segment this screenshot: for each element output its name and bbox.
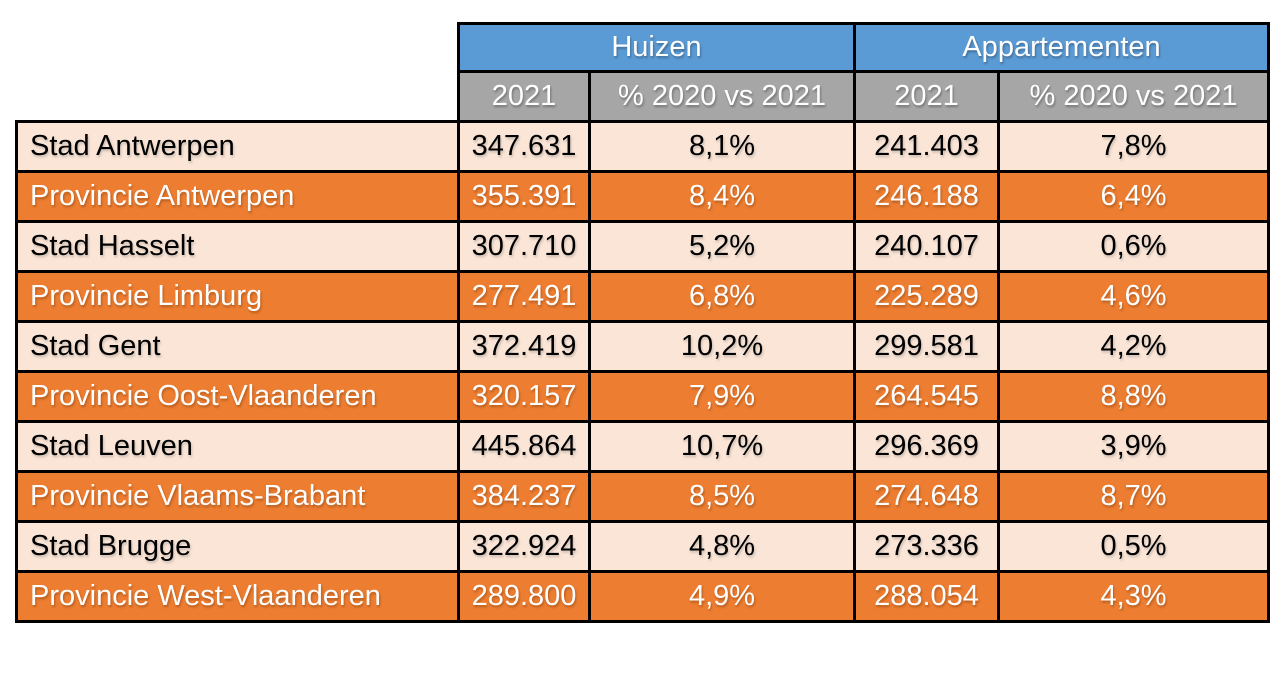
region-label: Provincie Vlaams-Brabant [15, 470, 460, 523]
huizen-2021-value: 347.631 [457, 120, 591, 173]
appartementen-2021-value: 274.648 [853, 470, 1000, 523]
appartementen-pct-value: 8,7% [997, 470, 1270, 523]
group-header-appartementen: Appartementen [853, 22, 1270, 73]
region-label: Stad Gent [15, 320, 460, 373]
huizen-2021-value: 322.924 [457, 520, 591, 573]
region-label: Stad Brugge [15, 520, 460, 573]
huizen-2021-value: 289.800 [457, 570, 591, 623]
appartementen-pct-value: 7,8% [997, 120, 1270, 173]
appartementen-pct-value: 6,4% [997, 170, 1270, 223]
appartementen-pct-value: 8,8% [997, 370, 1270, 423]
appartementen-pct-value: 3,9% [997, 420, 1270, 473]
appartementen-2021-value: 299.581 [853, 320, 1000, 373]
huizen-pct-value: 5,2% [588, 220, 856, 273]
region-label: Provincie West-Vlaanderen [15, 570, 460, 623]
appartementen-pct-value: 4,6% [997, 270, 1270, 323]
region-label: Stad Hasselt [15, 220, 460, 273]
appartementen-2021-value: 240.107 [853, 220, 1000, 273]
huizen-2021-value: 355.391 [457, 170, 591, 223]
appartementen-2021-value: 273.336 [853, 520, 1000, 573]
subheader-appartementen-year: 2021 [853, 70, 1000, 123]
appartementen-pct-value: 0,6% [997, 220, 1270, 273]
table-row: Provincie Antwerpen 355.391 8,4% 246.188… [15, 170, 1270, 223]
table-row: Stad Hasselt 307.710 5,2% 240.107 0,6% [15, 220, 1270, 273]
corner-blank-top [16, 23, 459, 72]
region-label: Stad Leuven [15, 420, 460, 473]
huizen-pct-value: 7,9% [588, 370, 856, 423]
huizen-pct-value: 8,1% [588, 120, 856, 173]
region-label: Stad Antwerpen [15, 120, 460, 173]
huizen-pct-value: 10,7% [588, 420, 856, 473]
region-label: Provincie Antwerpen [15, 170, 460, 223]
sub-header-row: 2021 % 2020 vs 2021 2021 % 2020 vs 2021 [16, 70, 1270, 123]
group-header-huizen: Huizen [457, 22, 856, 73]
huizen-2021-value: 320.157 [457, 370, 591, 423]
subheader-appartementen-pct: % 2020 vs 2021 [997, 70, 1270, 123]
appartementen-2021-value: 288.054 [853, 570, 1000, 623]
table-row: Provincie West-Vlaanderen 289.800 4,9% 2… [15, 570, 1270, 623]
huizen-pct-value: 4,8% [588, 520, 856, 573]
huizen-2021-value: 372.419 [457, 320, 591, 373]
appartementen-2021-value: 225.289 [853, 270, 1000, 323]
huizen-2021-value: 445.864 [457, 420, 591, 473]
group-header-row: Huizen Appartementen [16, 22, 1270, 73]
huizen-pct-value: 8,5% [588, 470, 856, 523]
table-row: Stad Antwerpen 347.631 8,1% 241.403 7,8% [15, 120, 1270, 173]
table-row: Provincie Oost-Vlaanderen 320.157 7,9% 2… [15, 370, 1270, 423]
table-row: Provincie Limburg 277.491 6,8% 225.289 4… [15, 270, 1270, 323]
table-row: Stad Gent 372.419 10,2% 299.581 4,2% [15, 320, 1270, 373]
subheader-huizen-pct: % 2020 vs 2021 [588, 70, 856, 123]
housing-prices-table: Huizen Appartementen 2021 % 2020 vs 2021… [15, 22, 1270, 623]
appartementen-2021-value: 241.403 [853, 120, 1000, 173]
appartementen-pct-value: 4,2% [997, 320, 1270, 373]
huizen-pct-value: 8,4% [588, 170, 856, 223]
subheader-huizen-year: 2021 [457, 70, 591, 123]
table-row: Stad Brugge 322.924 4,8% 273.336 0,5% [15, 520, 1270, 573]
huizen-2021-value: 384.237 [457, 470, 591, 523]
huizen-pct-value: 4,9% [588, 570, 856, 623]
table-row: Provincie Vlaams-Brabant 384.237 8,5% 27… [15, 470, 1270, 523]
corner-blank-sub [16, 71, 459, 122]
huizen-2021-value: 277.491 [457, 270, 591, 323]
appartementen-2021-value: 246.188 [853, 170, 1000, 223]
appartementen-2021-value: 296.369 [853, 420, 1000, 473]
appartementen-pct-value: 0,5% [997, 520, 1270, 573]
appartementen-2021-value: 264.545 [853, 370, 1000, 423]
region-label: Provincie Oost-Vlaanderen [15, 370, 460, 423]
table-body: Stad Antwerpen 347.631 8,1% 241.403 7,8%… [15, 120, 1270, 623]
huizen-pct-value: 10,2% [588, 320, 856, 373]
appartementen-pct-value: 4,3% [997, 570, 1270, 623]
region-label: Provincie Limburg [15, 270, 460, 323]
huizen-2021-value: 307.710 [457, 220, 591, 273]
table-row: Stad Leuven 445.864 10,7% 296.369 3,9% [15, 420, 1270, 473]
huizen-pct-value: 6,8% [588, 270, 856, 323]
